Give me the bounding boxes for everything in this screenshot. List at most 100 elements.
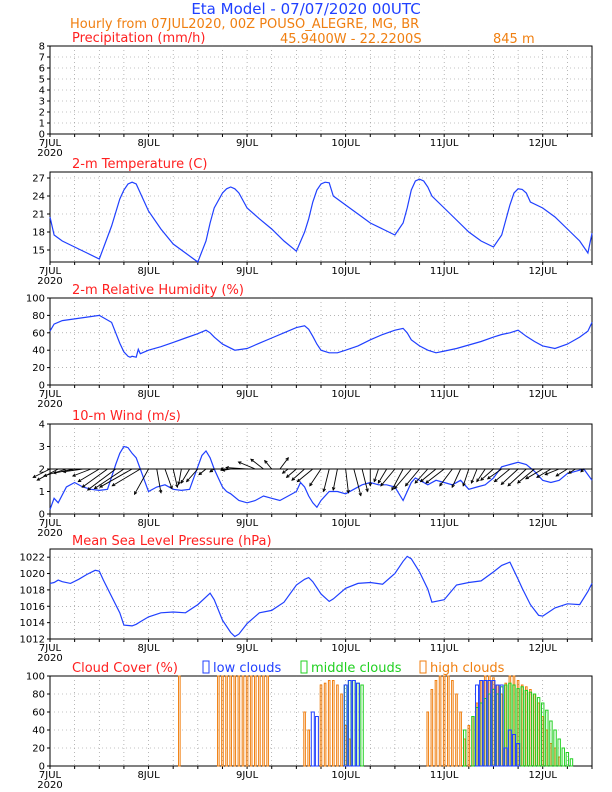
cloud-bar [483,698,487,767]
panel-title: Precipitation (mm/h) [72,31,205,46]
cloud-bar [525,686,528,767]
x-tick-label: 12JUL [528,518,557,529]
wind-arrow [238,461,256,470]
panel-rh: 7JUL2020 8JUL 9JUL 10JUL 11JUL 12JUL 0 20 40 60 80… [26,283,593,410]
x-tick-label: 11JUL [430,138,459,149]
wind-arrow-head [380,482,384,487]
cloud-bar [511,734,516,767]
y-tick-label: 40 [32,346,45,357]
wind-arrow-head [373,478,377,483]
cloud-bar [499,684,504,767]
wind-arrow-head [185,478,190,483]
cloud-bar [221,675,224,767]
wind-arrow [394,468,412,489]
wind-arrow-head [111,483,116,487]
wind-arrow-head [555,473,560,477]
wind-arrow-head [281,470,286,474]
cloud-bar [516,680,520,767]
cloud-bar [561,747,565,767]
wind-arrow [555,468,568,477]
wind-arrow [291,468,305,481]
wind-arrow [180,468,190,484]
y-tick-label: 100 [26,672,45,683]
x-tick-label: 9JUL [236,518,259,529]
panel-title: 2-m Relative Humidity (%) [72,283,244,298]
wind-arrow [134,468,149,495]
wind-arrow [525,468,543,480]
cloud-bar [217,675,220,767]
cloud-bar [532,693,537,767]
cloud-bar [241,675,245,767]
wind-arrow-head [439,482,443,487]
y-tick-label: 4 [39,420,45,431]
wind-arrow-head [567,470,572,474]
wind-arrow-head [500,481,505,486]
wind-arrow-head [81,484,86,488]
cloud-bar [347,680,352,767]
y-tick-label: 2 [39,465,45,476]
x-tick-label: 7JUL [39,770,62,781]
cloud-bar [233,675,237,767]
wind-arrow [63,468,83,473]
wind-arrow-head [393,485,398,490]
cloud-bar [549,743,553,767]
cloud-bar [254,675,257,767]
cloud-bar [340,693,343,767]
wind-arrow [186,468,199,482]
chart-title: Eta Model - 07/07/2020 00UTC [191,0,420,18]
y-tick-label: 2 [39,108,45,119]
x-tick-label: 7JUL [39,643,62,654]
y-tick-label: 1 [39,487,45,498]
cloud-bar [499,686,504,767]
legend-label: high clouds [430,661,505,676]
x-tick-label: 8JUL [137,266,160,277]
wind-arrow [536,468,552,478]
y-tick-label: 1022 [20,553,45,564]
y-tick-label: 18 [32,228,45,239]
wind-arrow-head [425,480,429,484]
wind-arrow [425,468,445,484]
wind-arrow-head [291,477,296,481]
cloud-bar [475,707,479,767]
cloud-bar [249,675,253,767]
x-tick-label: 12JUL [528,389,557,400]
cloud-bar [434,680,438,767]
wind-arrow [198,468,207,475]
panel-wind: 7JUL2020 8JUL 9JUL 10JUL 11JUL 12JUL 0 1 2 3 4 10-m… [32,409,593,539]
series-line [49,314,593,358]
cloud-bar [488,675,491,767]
cloud-bar [438,675,442,767]
x-tick-label: 7JUL [39,266,62,277]
wind-arrow [78,468,100,482]
wind-arrow [451,468,462,488]
wind-arrow [279,457,289,470]
cloud-bar [541,702,545,767]
cloud-bar [536,697,541,767]
cloud-bar [352,680,356,767]
cloud-bar [479,680,483,767]
cloud-bar [520,686,524,767]
wind-arrow-head [177,481,181,486]
cloud-bar [504,684,508,767]
wind-arrow-head [198,471,203,476]
wind-arrow [414,468,429,484]
wind-arrow-head [93,485,98,490]
series-line [49,178,593,263]
wind-arrow-head [470,479,474,484]
wind-arrow-head [309,482,313,487]
cloud-bar [496,684,499,767]
x-tick-label: 12JUL [528,643,557,654]
chart-elevation: 845 m [493,32,535,47]
y-tick-label: 1020 [20,569,45,580]
cloud-bar [495,693,500,767]
cloud-bar [520,684,524,767]
wind-arrow [323,468,330,492]
wind-arrow-head [99,484,103,488]
chart-coordinates: 45.9400W - 22.2200S [280,32,422,47]
cloud-bar [512,684,516,767]
wind-arrow-head [86,487,91,491]
cloud-bar [479,680,484,767]
cloud-bar [314,716,319,767]
wind-arrow-head [180,479,184,484]
y-tick-label: 100 [26,294,45,305]
